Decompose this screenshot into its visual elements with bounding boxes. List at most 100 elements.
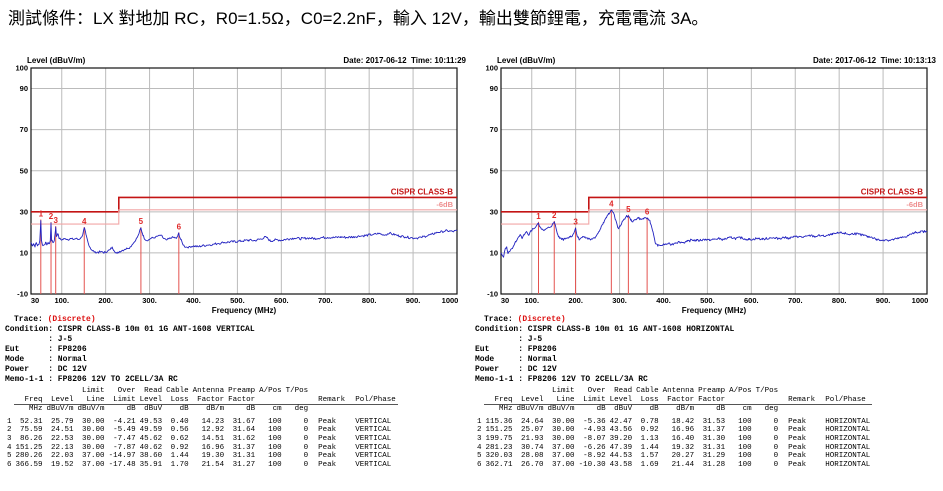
minus6db-limit-label: -6dB xyxy=(906,200,923,209)
table-cell: 19.30 xyxy=(201,452,225,461)
marker-number: 4 xyxy=(609,199,614,208)
table-cell: 21.44 xyxy=(671,460,695,469)
table-cell xyxy=(5,405,14,414)
table-cell: 37.00 xyxy=(82,460,105,469)
table-cell: 19.32 xyxy=(671,443,695,452)
table-cell: 31.31 xyxy=(702,443,726,452)
table-cell: 42.47 xyxy=(609,417,633,426)
info-line: : J-5 xyxy=(475,335,543,344)
table-cell: deg xyxy=(753,404,781,414)
table-cell: A/Pos xyxy=(259,387,282,395)
table-cell: Read xyxy=(144,387,163,395)
table-cell: 0 xyxy=(303,434,309,443)
x-tick-label: 30 xyxy=(31,296,39,305)
table-cell: 18.42 xyxy=(671,417,695,426)
table-cell: dB xyxy=(634,404,661,414)
table-cell: 151.25 xyxy=(15,443,43,452)
table-cell: Remark xyxy=(318,395,346,404)
table-cell: 40.62 xyxy=(139,443,163,452)
table-cell: 0 xyxy=(303,443,309,452)
table-row: 4 281.23 30.74 37.00 -6.26 47.39 1.44 19.32 31.3… xyxy=(475,444,872,453)
condition-info: Condition: CISPR CLASS-B 10m 01 1G ANT-1… xyxy=(475,325,938,385)
table-cell: 100 xyxy=(268,460,282,469)
measurement-table-host: Limit Over Read Cable Antenna Preamp A/Pos T/Po… xyxy=(474,387,938,469)
table-cell: 43.56 xyxy=(609,426,633,435)
table-cell: Freq xyxy=(24,395,43,404)
table-cell: 26.70 xyxy=(521,460,544,469)
table-cell xyxy=(780,387,817,396)
table-cell: 39.20 xyxy=(609,434,633,443)
table-cell: 0 xyxy=(773,443,779,452)
table-cell: MHz xyxy=(13,404,45,414)
x-tick-label: 400. xyxy=(656,296,671,305)
x-tick-label: 1000 xyxy=(442,296,459,305)
info-line: Condition: CISPR CLASS-B 10m 01 1G ANT-1… xyxy=(475,325,735,334)
marker-number: 5 xyxy=(626,205,631,214)
table-cell: 31.37 xyxy=(702,426,726,435)
table-cell: Limit xyxy=(583,395,606,404)
table-cell: 21.93 xyxy=(521,434,544,443)
table-cell: 31.31 xyxy=(232,452,256,461)
table-cell: 0 xyxy=(303,426,309,435)
table-cell: 4 xyxy=(477,443,482,452)
marker-number: 6 xyxy=(645,208,650,217)
table-cell: 0 xyxy=(303,452,309,461)
info-line: Condition: CISPR CLASS-B 10m 01 1G ANT-1… xyxy=(5,325,255,334)
y-tick-label: 70 xyxy=(20,125,28,134)
table-row: 5 280.26 22.03 37.00 -14.97 38.60 1.44 19.30 31.… xyxy=(5,452,398,461)
table-cell: HORIZONTAL xyxy=(825,443,871,452)
table-cell: Preamp xyxy=(228,387,256,395)
table-cell xyxy=(484,387,515,396)
table-cell: 2 xyxy=(477,426,482,435)
table-cell: 100 xyxy=(268,443,282,452)
table-cell: 14.51 xyxy=(201,434,225,443)
table-cell: dBuV/m xyxy=(545,404,577,414)
plot-border xyxy=(30,67,458,295)
y-tick-label: 70 xyxy=(490,125,498,134)
y-tick-label: 90 xyxy=(490,84,498,93)
chart-header: Level (dBuV/m) Date: 2017-06-12 Time: 10… xyxy=(4,54,468,65)
table-cell xyxy=(257,396,284,405)
table-cell: dB xyxy=(164,404,191,414)
table-cell: T/Pos xyxy=(755,387,779,395)
table-cell: MHz xyxy=(483,404,515,414)
emission-panel-horizontal: Level (dBuV/m) Date: 2017-06-12 Time: 10… xyxy=(474,54,938,469)
table-cell: 25.79 xyxy=(51,417,74,426)
info-line: Power : DC 12V xyxy=(475,365,557,374)
table-cell: 100 xyxy=(738,452,752,461)
table-cell: 0.56 xyxy=(170,426,189,435)
y-tick-label: -10 xyxy=(17,290,28,299)
table-cell: 6 xyxy=(477,460,482,469)
x-tick-label: 200. xyxy=(98,296,113,305)
table-cell: Loss xyxy=(170,395,189,404)
table-cell: 362.71 xyxy=(485,460,513,469)
table-cell xyxy=(284,396,311,405)
table-cell: Factor xyxy=(698,395,726,404)
table-cell: 100 xyxy=(268,426,282,435)
x-tick-label: 100. xyxy=(524,296,539,305)
table-cell: 22.13 xyxy=(51,443,74,452)
table-cell: 22.03 xyxy=(51,452,74,461)
plot-border xyxy=(500,67,928,295)
table-cell: 31.37 xyxy=(232,443,256,452)
table-cell xyxy=(727,396,754,405)
table-cell: 28.08 xyxy=(521,452,544,461)
x-tick-label: 300. xyxy=(612,296,627,305)
table-cell: 100 xyxy=(738,460,752,469)
table-cell: Level xyxy=(51,395,74,404)
x-tick-label: 900. xyxy=(406,296,421,305)
trace-type-label: Trace: xyxy=(484,315,513,324)
table-cell: Over xyxy=(117,387,136,395)
y-tick-label: 100 xyxy=(15,65,28,73)
chart-datetime: Date: 2017-06-12 Time: 10:13:13 xyxy=(812,56,936,65)
emission-trace xyxy=(30,220,458,254)
trace-type-value: (Discrete) xyxy=(517,315,566,324)
info-line: Power : DC 12V xyxy=(5,365,87,374)
info-line: : J-5 xyxy=(5,335,73,344)
chart-datetime: Date: 2017-06-12 Time: 10:11:29 xyxy=(343,56,466,65)
table-cell: 366.59 xyxy=(15,460,43,469)
table-cell: 20.27 xyxy=(671,452,695,461)
table-units-row: MHz dBuV/m dBuV/m dB dBuV dB dB/m dB cm deg xyxy=(475,404,873,414)
table-cell: dBuV/m xyxy=(514,404,546,414)
